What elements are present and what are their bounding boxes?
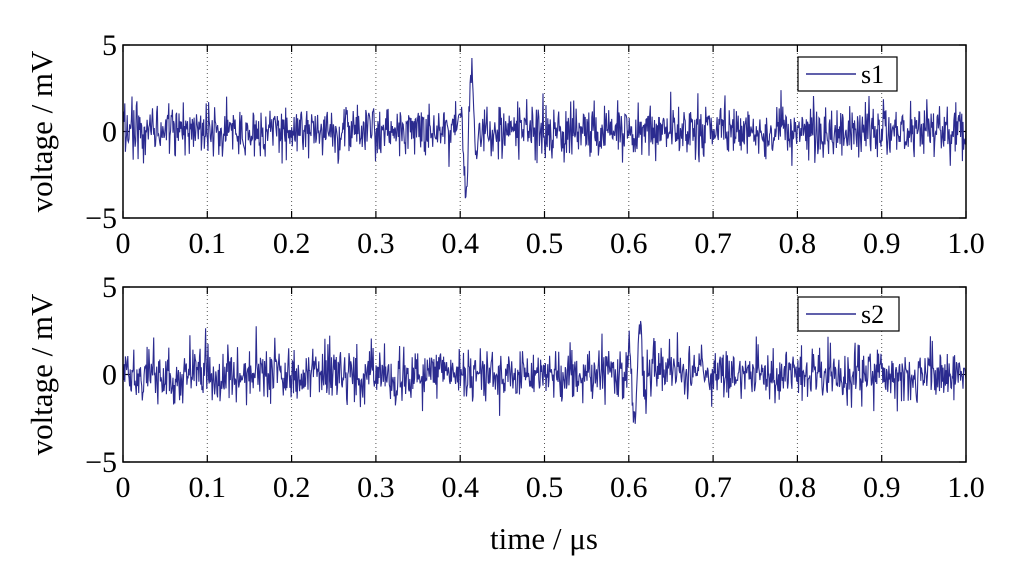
panel-s1: 0 0.1 0.2 0.3 0.4 0.5 0.6 0.7 0.8 0.9 1.0 −505 vol… <box>24 29 985 260</box>
y-tick-label: 5 <box>102 29 117 62</box>
x-tick-label: 0.8 <box>779 227 817 260</box>
x-tick-label: 1.0 <box>947 471 985 504</box>
x-axis-label: time / μs <box>490 521 598 556</box>
x-tick-label: 0 <box>116 227 131 260</box>
x-tick-labels: 0 0.1 0.2 0.3 0.4 0.5 0.6 0.7 0.8 0.9 1.0 <box>116 471 985 504</box>
y-tick-labels: −5 0 5 <box>85 29 117 235</box>
x-tick-label: 0.9 <box>863 471 901 504</box>
x-tick-label: 0.7 <box>694 471 732 504</box>
x-tick-label: 0.3 <box>357 471 395 504</box>
series-line-s2 <box>123 320 966 424</box>
y-tick-label: 0 <box>102 359 117 392</box>
legend-label-s1: s1 <box>861 60 884 89</box>
x-tick-label: 0.8 <box>779 471 817 504</box>
axes-box <box>122 286 967 463</box>
y-tick-label: 0 <box>102 116 117 149</box>
x-tick-label: 1.0 <box>947 227 985 260</box>
x-tick-label: 0.2 <box>273 471 311 504</box>
y-axis-label: voltage / mV <box>24 293 59 455</box>
x-tick-label: 0.4 <box>441 227 479 260</box>
x-tick-label: 0.3 <box>357 227 395 260</box>
x-tick-label: 0.1 <box>189 471 227 504</box>
y-axis-label: voltage / mV <box>24 50 59 212</box>
x-tick-label: 0.2 <box>273 227 311 260</box>
x-tick-label: 0.6 <box>610 227 648 260</box>
panel-s2: 0 0.1 0.2 0.3 0.4 0.5 0.6 0.7 0.8 0.9 1.0 −505 vol… <box>24 271 985 504</box>
y-tick-labels: −5 0 5 <box>85 271 117 479</box>
x-tick-label: 0.5 <box>526 227 564 260</box>
y-tick-label: 5 <box>102 271 117 304</box>
x-tick-label: 0.5 <box>526 471 564 504</box>
series-line-s1 <box>123 57 966 199</box>
axes-box <box>122 44 967 219</box>
plot-data-group <box>123 57 966 199</box>
x-tick-label: 0.4 <box>441 471 479 504</box>
x-tick-label: 0.6 <box>610 471 648 504</box>
x-tick-labels: 0 0.1 0.2 0.3 0.4 0.5 0.6 0.7 0.8 0.9 1.0 <box>116 227 985 260</box>
x-tick-label: 0.1 <box>189 227 227 260</box>
x-tick-label: 0.7 <box>694 227 732 260</box>
y-tick-label: −5 <box>85 202 117 235</box>
x-tick-label: 0 <box>116 471 131 504</box>
legend: s1 <box>797 56 898 92</box>
plot-data-group <box>123 320 966 424</box>
legend: s2 <box>797 296 900 332</box>
y-tick-label: −5 <box>85 446 117 479</box>
x-tick-label: 0.9 <box>863 227 901 260</box>
legend-label-s2: s2 <box>861 300 884 329</box>
